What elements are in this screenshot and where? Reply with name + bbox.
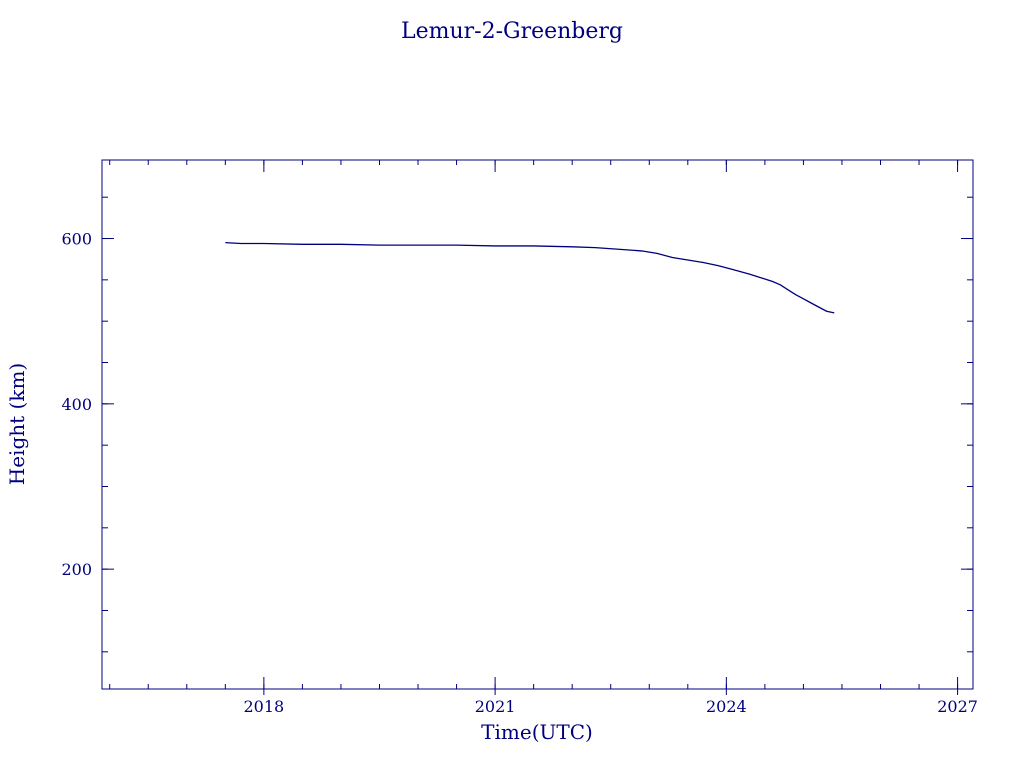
y-tick-label: 200 (61, 560, 92, 579)
y-tick-label: 400 (61, 395, 92, 414)
chart-title: Lemur-2-Greenberg (401, 19, 623, 44)
y-axis-label: Height (km) (5, 363, 29, 485)
series-layer (225, 242, 835, 314)
tick-labels: 2018 2021 2024 2027 200 400 600 (61, 230, 977, 716)
x-tick-label: 2024 (706, 697, 747, 716)
x-tick-label: 2018 (244, 697, 285, 716)
x-axis-label: Time(UTC) (481, 720, 593, 744)
x-tick-label: 2027 (937, 697, 978, 716)
y-tick-label: 600 (61, 230, 92, 249)
plot-frame (101, 159, 974, 690)
x-tick-label: 2021 (475, 697, 516, 716)
series-line (225, 242, 835, 314)
tick-marks (102, 160, 973, 695)
